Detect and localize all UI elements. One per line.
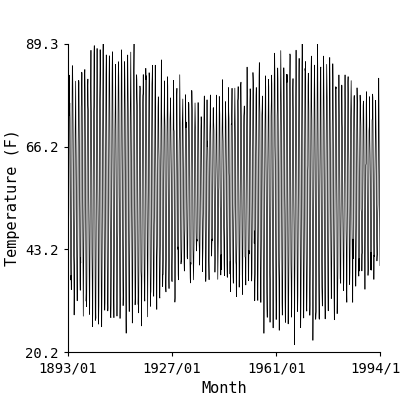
X-axis label: Month: Month — [201, 380, 247, 396]
Y-axis label: Temperature (F): Temperature (F) — [5, 130, 20, 266]
